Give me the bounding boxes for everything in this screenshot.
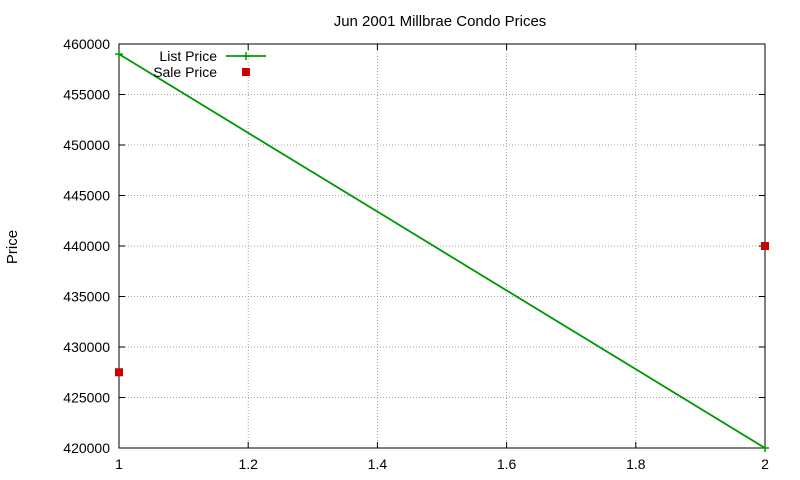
- y-tick-label: 455000: [63, 87, 110, 103]
- y-tick-label: 435000: [63, 289, 110, 305]
- grid-lines: [119, 44, 765, 448]
- x-axis-ticks: 1 1.2 1.4 1.6 1.8 2: [115, 44, 769, 472]
- y-tick-label: 450000: [63, 137, 110, 153]
- y-axis-ticks: 420000 425000 430000 435000 440000 445000 4500…: [63, 36, 765, 456]
- x-tick-label: 1.4: [368, 456, 388, 472]
- y-tick-label: 420000: [63, 440, 110, 456]
- y-tick-label: 445000: [63, 188, 110, 204]
- x-tick-label: 1: [115, 456, 123, 472]
- sale-price-point: [761, 242, 769, 250]
- list-price-line: [118, 53, 766, 449]
- x-tick-label: 1.6: [497, 456, 517, 472]
- sale-price-point: [115, 368, 123, 377]
- list-price-legend-label: List Price: [159, 48, 217, 64]
- y-tick-label: 460000: [63, 36, 110, 52]
- list-price-point: [115, 50, 123, 59]
- list-price-point: [761, 444, 769, 452]
- sale-price-legend-marker: [242, 68, 250, 76]
- y-tick-label: 430000: [63, 339, 110, 355]
- sale-price-legend-label: Sale Price: [153, 64, 217, 80]
- x-tick-label: 2: [761, 456, 769, 472]
- chart-title: Jun 2001 Millbrae Condo Prices: [334, 13, 547, 30]
- y-tick-label: 440000: [63, 238, 110, 254]
- y-tick-label: 425000: [63, 390, 110, 406]
- x-tick-label: 1.8: [626, 456, 646, 472]
- list-price-legend-marker: [242, 52, 250, 60]
- y-axis-label: Price: [4, 230, 21, 264]
- series-layer: [115, 50, 769, 452]
- x-tick-label: 1.2: [238, 456, 258, 472]
